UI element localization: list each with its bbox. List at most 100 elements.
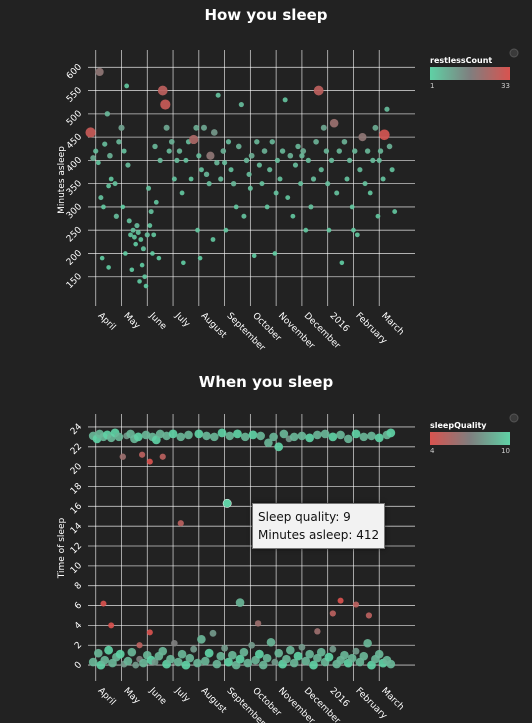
data-point[interactable] <box>247 185 253 191</box>
chart-options-icon[interactable] <box>509 413 519 423</box>
data-point[interactable] <box>203 171 210 178</box>
data-point[interactable] <box>85 127 96 138</box>
data-point[interactable] <box>344 434 353 444</box>
data-point[interactable] <box>119 453 126 460</box>
data-point[interactable] <box>309 660 318 670</box>
data-point[interactable] <box>98 195 104 201</box>
data-point[interactable] <box>140 246 146 252</box>
data-point[interactable] <box>106 265 111 270</box>
data-point[interactable] <box>95 67 104 77</box>
data-point[interactable] <box>101 204 106 210</box>
data-point[interactable] <box>264 204 270 210</box>
data-point[interactable] <box>189 134 199 145</box>
data-point[interactable] <box>303 227 309 233</box>
data-point[interactable] <box>313 85 324 96</box>
data-point[interactable] <box>372 124 379 131</box>
data-point[interactable] <box>300 148 307 154</box>
data-point[interactable] <box>123 251 128 256</box>
data-point[interactable] <box>376 157 382 163</box>
data-point[interactable] <box>256 162 262 168</box>
data-point[interactable] <box>127 647 137 657</box>
data-point[interactable] <box>184 430 193 440</box>
data-point[interactable] <box>150 251 155 256</box>
data-point[interactable] <box>298 643 306 651</box>
data-point[interactable] <box>115 649 125 659</box>
data-point[interactable] <box>114 432 124 442</box>
data-point[interactable] <box>146 185 152 191</box>
data-point[interactable] <box>221 644 228 652</box>
data-point[interactable] <box>156 255 162 261</box>
data-point[interactable] <box>157 85 168 96</box>
data-point[interactable] <box>193 658 202 668</box>
data-point[interactable] <box>216 651 226 661</box>
data-point[interactable] <box>210 129 218 136</box>
data-point[interactable] <box>166 654 175 664</box>
data-point[interactable] <box>121 148 127 154</box>
data-point[interactable] <box>183 157 189 163</box>
data-point[interactable] <box>130 227 136 233</box>
data-point[interactable] <box>254 649 264 659</box>
data-point[interactable] <box>282 97 288 103</box>
data-point[interactable] <box>289 658 299 668</box>
data-point[interactable] <box>159 453 166 460</box>
data-point[interactable] <box>238 101 244 108</box>
data-point[interactable] <box>318 167 324 173</box>
data-point[interactable] <box>287 152 294 159</box>
data-point[interactable] <box>301 656 311 666</box>
data-point[interactable] <box>274 442 284 452</box>
data-point[interactable] <box>261 148 268 154</box>
data-point[interactable] <box>139 451 146 458</box>
data-point[interactable] <box>240 432 250 442</box>
data-point[interactable] <box>214 160 220 166</box>
data-point[interactable] <box>93 148 99 154</box>
data-point[interactable] <box>168 138 175 145</box>
highlighted-point[interactable] <box>222 498 232 508</box>
data-point[interactable] <box>352 647 360 655</box>
data-point[interactable] <box>125 162 131 168</box>
data-point[interactable] <box>107 152 113 159</box>
data-point[interactable] <box>143 283 149 289</box>
data-point[interactable] <box>243 157 250 164</box>
data-point[interactable] <box>367 190 373 196</box>
data-point[interactable] <box>200 124 207 131</box>
data-point[interactable] <box>139 658 148 668</box>
data-point[interactable] <box>363 638 372 648</box>
data-point[interactable] <box>233 429 242 439</box>
data-point[interactable] <box>299 153 305 159</box>
data-point[interactable] <box>129 267 135 273</box>
data-point[interactable] <box>220 148 227 154</box>
data-point[interactable] <box>320 429 330 439</box>
data-point[interactable] <box>147 223 153 228</box>
data-point[interactable] <box>365 612 373 619</box>
data-point[interactable] <box>367 431 376 441</box>
data-point[interactable] <box>274 157 281 163</box>
data-point[interactable] <box>316 647 326 657</box>
data-point[interactable] <box>118 124 125 131</box>
data-point[interactable] <box>285 195 291 201</box>
data-point[interactable] <box>112 181 118 187</box>
data-point[interactable] <box>235 598 245 607</box>
data-point[interactable] <box>148 209 154 215</box>
data-point[interactable] <box>100 655 110 665</box>
data-point[interactable] <box>329 118 339 128</box>
data-point[interactable] <box>146 629 153 636</box>
data-point[interactable] <box>274 648 284 658</box>
data-point[interactable] <box>221 160 228 166</box>
data-point[interactable] <box>144 232 150 238</box>
data-point[interactable] <box>133 241 138 247</box>
data-point[interactable] <box>95 160 101 166</box>
data-point[interactable] <box>243 658 253 668</box>
data-point[interactable] <box>273 190 279 196</box>
data-point[interactable] <box>313 138 319 145</box>
data-point[interactable] <box>133 432 143 442</box>
data-point[interactable] <box>352 148 358 154</box>
data-point[interactable] <box>160 99 171 110</box>
data-point[interactable] <box>323 148 330 154</box>
data-point[interactable] <box>176 432 186 442</box>
data-point[interactable] <box>325 181 331 187</box>
data-point[interactable] <box>336 430 345 440</box>
data-point[interactable] <box>374 649 384 659</box>
data-point[interactable] <box>152 143 158 150</box>
data-point[interactable] <box>370 157 376 163</box>
data-point[interactable] <box>171 639 178 647</box>
